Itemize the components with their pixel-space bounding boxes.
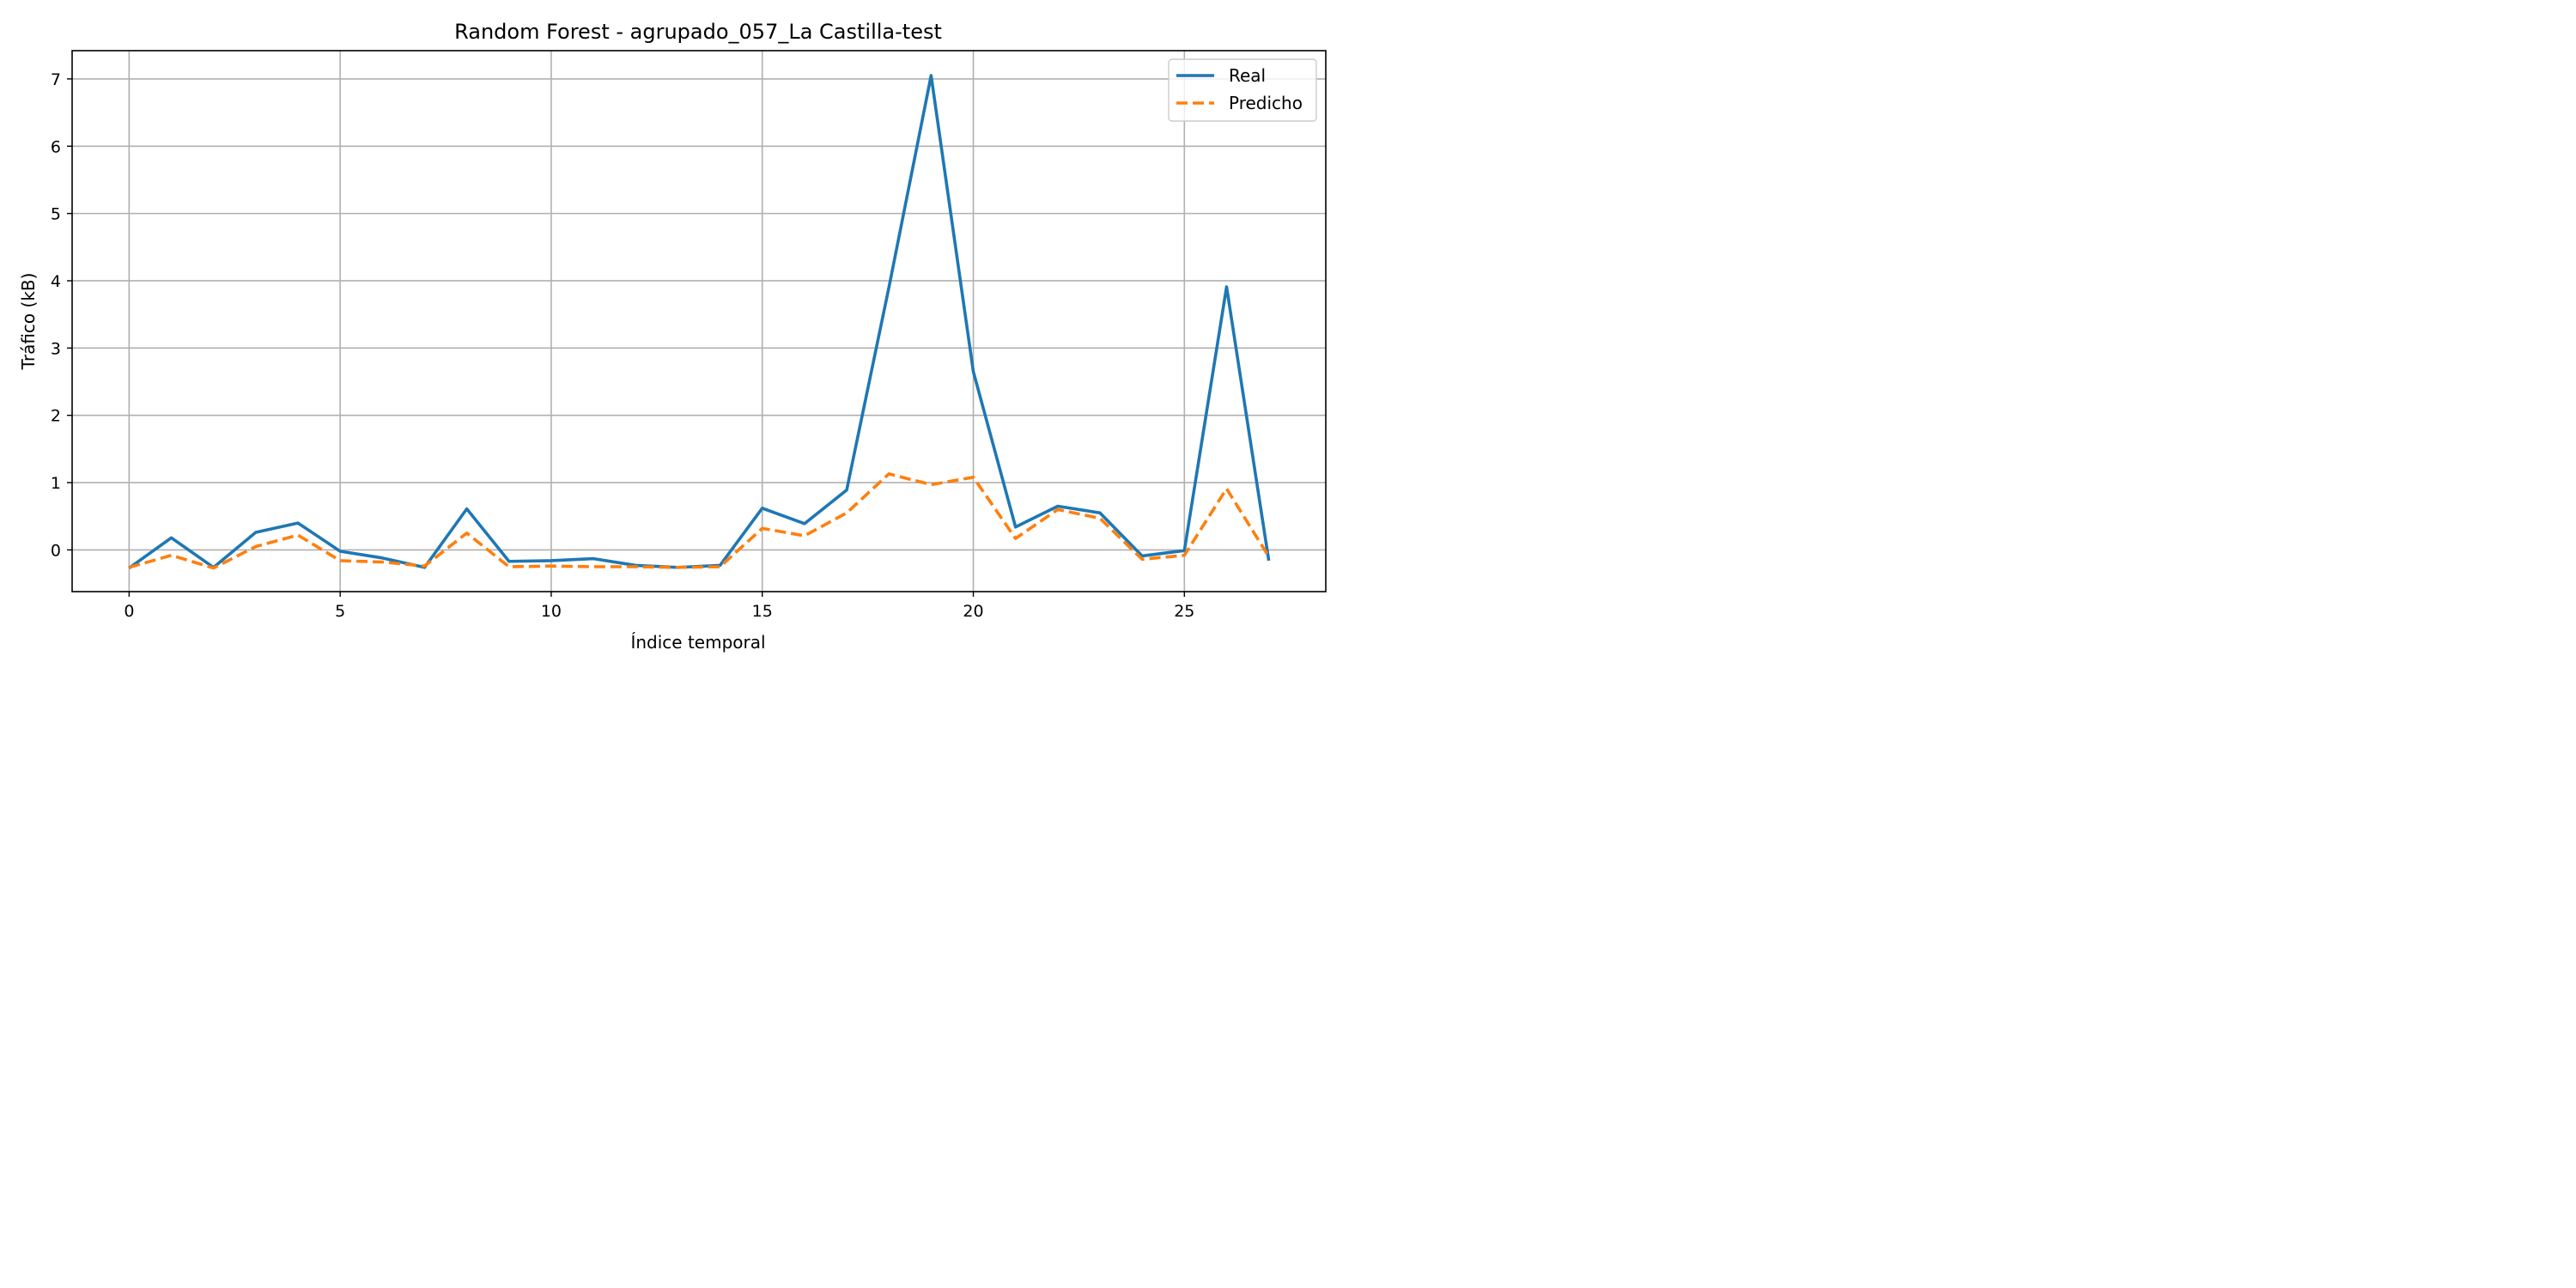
x-tick-label: 5 bbox=[335, 602, 345, 621]
x-tick-label: 20 bbox=[963, 602, 983, 621]
y-tick-label: 6 bbox=[51, 137, 61, 156]
x-tick-label: 25 bbox=[1174, 602, 1194, 621]
line-chart: Random Forest - agrupado_057_La Castilla… bbox=[0, 0, 1342, 671]
x-tick-label: 0 bbox=[124, 602, 134, 621]
legend-label-real: Real bbox=[1229, 65, 1266, 86]
grid bbox=[72, 51, 1326, 592]
y-tick-label: 2 bbox=[51, 407, 61, 426]
y-tick-label: 3 bbox=[51, 339, 61, 358]
legend-label-predicho: Predicho bbox=[1229, 93, 1303, 113]
chart-title: Random Forest - agrupado_057_La Castilla… bbox=[454, 20, 942, 44]
series-line-predicho bbox=[128, 472, 1271, 570]
y-tick-label: 0 bbox=[51, 541, 61, 560]
x-axis-label: Índice temporal bbox=[630, 632, 765, 653]
x-axis: 0 5 10 15 20 25 bbox=[124, 592, 1194, 621]
y-tick-label: 7 bbox=[51, 70, 61, 89]
x-tick-label: 10 bbox=[541, 602, 562, 621]
y-tick-label: 4 bbox=[51, 272, 61, 291]
plot-frame bbox=[71, 50, 1327, 592]
y-tick-label: 5 bbox=[51, 205, 61, 224]
legend: Real Predicho bbox=[1168, 58, 1317, 122]
y-axis: 0 1 2 3 4 5 6 7 bbox=[51, 70, 72, 560]
series-layer bbox=[128, 74, 1271, 570]
x-tick-label: 15 bbox=[752, 602, 773, 621]
y-axis-label: Tráfico (kB) bbox=[18, 273, 39, 371]
y-tick-label: 1 bbox=[51, 474, 61, 493]
figure-background bbox=[0, 0, 1342, 671]
